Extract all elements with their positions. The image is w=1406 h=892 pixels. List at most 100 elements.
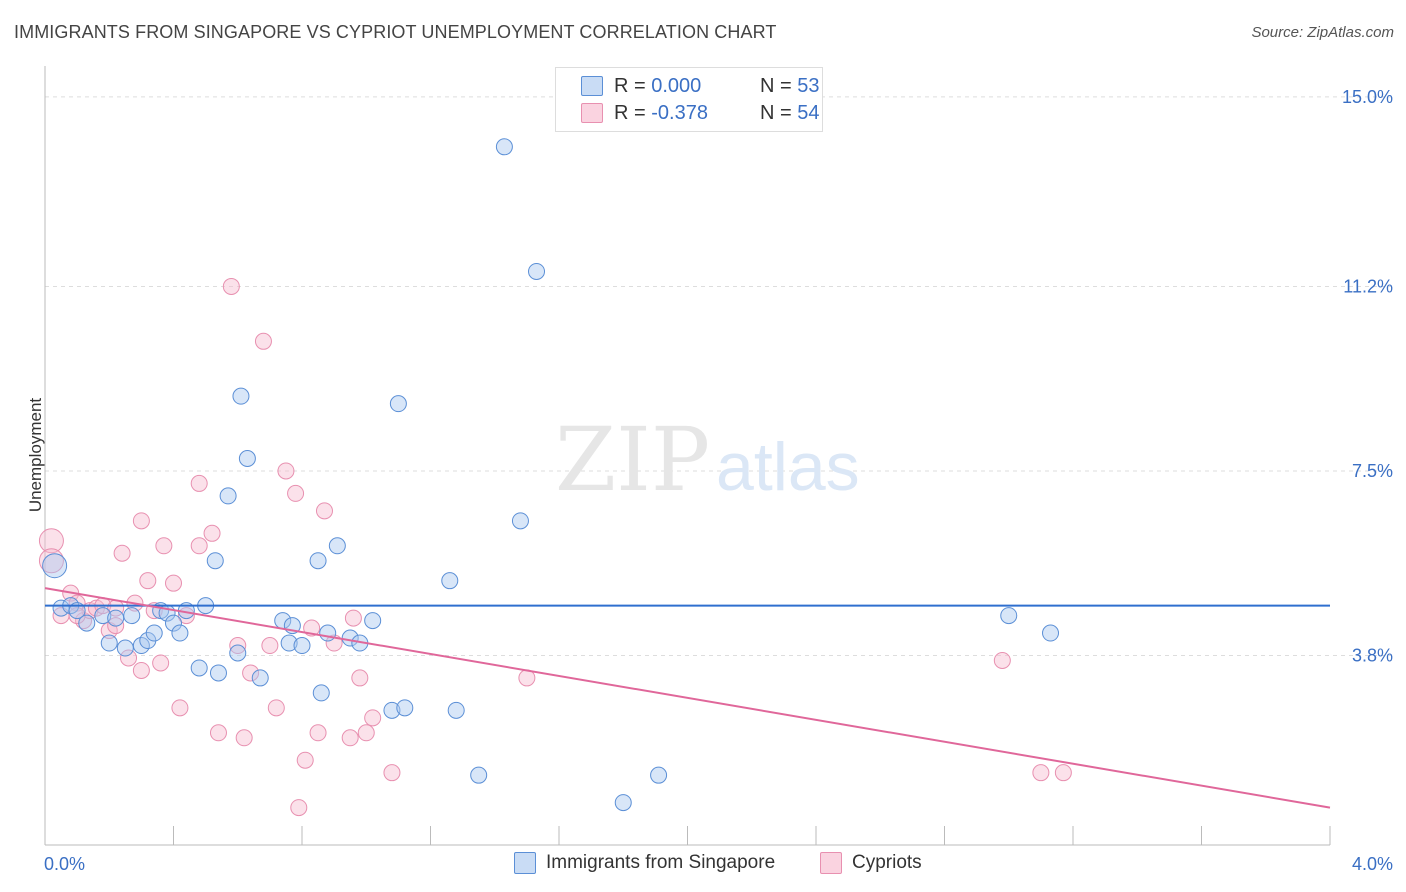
cypriots-point bbox=[229, 637, 247, 655]
cypriots-point bbox=[113, 544, 131, 562]
singapore-point bbox=[100, 634, 118, 652]
watermark-zip: ZIP bbox=[555, 408, 710, 511]
cypriots-point bbox=[254, 332, 272, 350]
cypriots-point bbox=[261, 637, 279, 655]
cypriots-point bbox=[38, 528, 64, 554]
cypriots-point bbox=[132, 512, 150, 530]
grid-lines bbox=[45, 96, 1392, 656]
legend-n-label: N = bbox=[760, 74, 792, 97]
singapore-point bbox=[328, 537, 346, 555]
legend-r-value: 0.000 bbox=[651, 74, 702, 97]
x-tick-label: 4.0% bbox=[1352, 854, 1393, 874]
axes bbox=[44, 66, 1331, 846]
cypriots-point bbox=[357, 724, 375, 742]
singapore-point bbox=[441, 572, 459, 590]
y-tick-label: 7.5% bbox=[1352, 461, 1393, 481]
singapore-point bbox=[190, 659, 208, 677]
legend-n-value: 53 bbox=[797, 74, 820, 97]
cypriots-point bbox=[152, 654, 170, 672]
singapore-point bbox=[470, 766, 488, 784]
cypriots-point bbox=[315, 502, 333, 520]
singapore-point bbox=[171, 624, 189, 642]
cypriots-point bbox=[155, 537, 173, 555]
cypriots-point bbox=[38, 548, 64, 574]
cypriots-points bbox=[38, 277, 1072, 817]
singapore-point bbox=[280, 634, 298, 652]
cypriots-point bbox=[290, 799, 308, 817]
legend-item-cypriots[interactable]: Cypriots bbox=[820, 852, 922, 874]
cypriots-point bbox=[364, 709, 382, 727]
cypriots-point bbox=[222, 277, 240, 295]
y-tick-label: 15.0% bbox=[1342, 87, 1393, 107]
cypriots-point bbox=[120, 649, 138, 667]
singapore-point bbox=[42, 553, 68, 579]
legend-label: Immigrants from Singapore bbox=[546, 852, 776, 873]
singapore-point bbox=[495, 138, 513, 156]
cypriots-point bbox=[287, 484, 305, 502]
singapore-point bbox=[293, 637, 311, 655]
cypriots-point bbox=[267, 699, 285, 717]
singapore-point bbox=[511, 512, 529, 530]
watermark-atlas: atlas bbox=[716, 429, 860, 505]
legend-n-label: N = bbox=[760, 101, 792, 124]
cypriots-point bbox=[296, 751, 314, 769]
singapore-point bbox=[309, 552, 327, 570]
cypriots-point bbox=[190, 474, 208, 492]
cypriots-point bbox=[344, 609, 362, 627]
cypriots-point bbox=[383, 764, 401, 782]
cypriots-point bbox=[171, 699, 189, 717]
singapore-point bbox=[229, 644, 247, 662]
singapore-point bbox=[396, 699, 414, 717]
singapore-point bbox=[312, 684, 330, 702]
singapore-point bbox=[251, 669, 269, 687]
singapore-point bbox=[107, 609, 125, 627]
y-tick-label: 11.2% bbox=[1343, 276, 1393, 296]
chart-title: IMMIGRANTS FROM SINGAPORE VS CYPRIOT UNE… bbox=[14, 22, 777, 42]
legend-swatch-pink bbox=[820, 852, 842, 874]
singapore-point bbox=[614, 794, 632, 812]
cypriots-point bbox=[203, 524, 221, 542]
singapore-point bbox=[206, 552, 224, 570]
singapore-point bbox=[209, 664, 227, 682]
singapore-point bbox=[78, 614, 96, 632]
cypriots-point bbox=[190, 537, 208, 555]
cypriots-point bbox=[309, 724, 327, 742]
singapore-point bbox=[219, 487, 237, 505]
singapore-point bbox=[1000, 607, 1018, 625]
singapore-point bbox=[116, 639, 134, 657]
cypriots-point bbox=[1054, 764, 1072, 782]
singapore-point bbox=[389, 395, 407, 413]
cypriots-point bbox=[132, 661, 150, 679]
cypriots-point bbox=[107, 617, 125, 635]
cypriots-point bbox=[242, 664, 260, 682]
singapore-point bbox=[447, 701, 465, 719]
cypriots-point bbox=[993, 651, 1011, 669]
tick-labels: 3.8% 7.5% 11.2% 15.0% 0.0% 4.0% bbox=[44, 87, 1393, 874]
legend-swatch-blue bbox=[581, 76, 603, 96]
singapore-point bbox=[364, 612, 382, 630]
cypriots-point bbox=[209, 724, 227, 742]
cypriots-point bbox=[351, 669, 369, 687]
singapore-point bbox=[94, 607, 112, 625]
correlation-legend: R = 0.000 N = 53 R = -0.378 N = 54 bbox=[555, 67, 823, 132]
singapore-point bbox=[165, 614, 182, 632]
cypriots-point bbox=[139, 572, 157, 590]
x-tick-label: 0.0% bbox=[44, 854, 85, 874]
legend-r-value: -0.378 bbox=[651, 101, 708, 124]
singapore-point bbox=[238, 450, 256, 467]
legend-r-label: R = bbox=[614, 74, 646, 97]
cypriots-point bbox=[235, 729, 253, 747]
singapore-points bbox=[42, 138, 1060, 812]
trend-lines bbox=[44, 587, 1331, 809]
singapore-point bbox=[528, 262, 546, 280]
singapore-point bbox=[123, 607, 141, 625]
legend-label: Cypriots bbox=[852, 852, 922, 873]
singapore-point bbox=[383, 701, 401, 719]
legend-item-singapore[interactable]: Immigrants from Singapore bbox=[514, 852, 775, 874]
legend-swatch-pink bbox=[581, 103, 603, 123]
cypriots-point bbox=[341, 729, 359, 747]
singapore-point bbox=[650, 766, 668, 784]
cypriots-point bbox=[1032, 764, 1050, 782]
singapore-point bbox=[1042, 624, 1060, 642]
